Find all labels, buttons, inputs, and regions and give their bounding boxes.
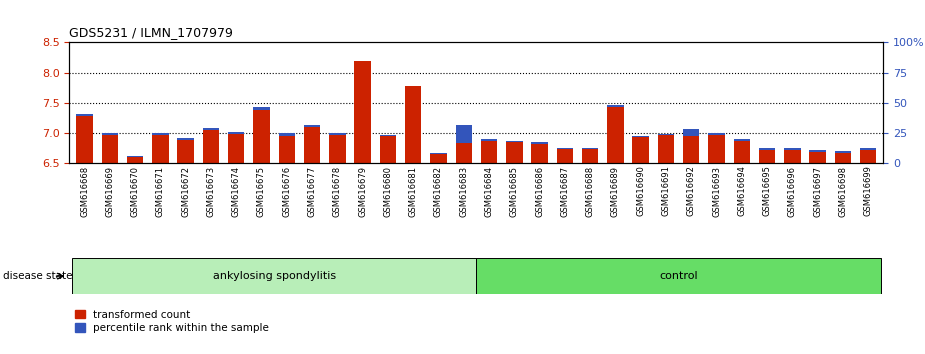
Bar — [354, 61, 371, 163]
Bar — [506, 141, 523, 142]
Bar — [127, 156, 143, 157]
Bar — [77, 114, 92, 116]
Bar — [455, 143, 472, 163]
Bar — [430, 153, 447, 154]
Bar — [455, 125, 472, 143]
Bar — [379, 136, 396, 163]
Text: control: control — [660, 271, 698, 281]
Bar — [557, 148, 574, 149]
Bar — [582, 148, 598, 149]
Bar — [102, 133, 118, 135]
Bar — [303, 127, 320, 163]
Bar — [531, 142, 548, 144]
Bar — [709, 135, 725, 163]
Legend: transformed count, percentile rank within the sample: transformed count, percentile rank withi… — [75, 310, 269, 333]
Bar — [77, 116, 92, 163]
Bar — [329, 135, 346, 163]
Text: ankylosing spondylitis: ankylosing spondylitis — [213, 271, 336, 281]
Text: disease state: disease state — [3, 271, 72, 281]
Bar — [127, 157, 143, 163]
Bar — [734, 141, 750, 163]
Bar — [203, 128, 219, 130]
Bar — [784, 150, 800, 163]
Bar — [758, 148, 775, 150]
Bar — [784, 148, 800, 150]
Bar — [633, 136, 649, 137]
Bar — [228, 134, 244, 163]
Bar — [153, 133, 168, 135]
Bar — [278, 136, 295, 163]
Bar — [683, 136, 699, 163]
Bar — [658, 134, 674, 135]
Bar — [379, 135, 396, 136]
Bar — [860, 150, 876, 163]
Bar — [476, 258, 881, 294]
Bar — [709, 133, 725, 135]
Bar — [329, 133, 346, 135]
Bar — [582, 149, 598, 163]
Bar — [178, 140, 194, 163]
Bar — [607, 108, 623, 163]
Bar — [633, 137, 649, 163]
Text: GDS5231 / ILMN_1707979: GDS5231 / ILMN_1707979 — [69, 26, 233, 39]
Bar — [102, 135, 118, 163]
Bar — [228, 132, 244, 134]
Bar — [278, 133, 295, 136]
Bar — [658, 135, 674, 163]
Bar — [809, 150, 826, 152]
Bar — [430, 154, 447, 163]
Bar — [683, 129, 699, 136]
Bar — [734, 139, 750, 141]
Bar — [178, 138, 194, 140]
Bar — [303, 125, 320, 127]
Bar — [153, 135, 168, 163]
Bar — [758, 150, 775, 163]
Bar — [253, 110, 270, 163]
Bar — [809, 152, 826, 163]
Bar — [834, 151, 851, 153]
Bar — [253, 108, 270, 110]
Bar — [506, 142, 523, 163]
Bar — [203, 130, 219, 163]
Bar — [834, 153, 851, 163]
Bar — [481, 139, 498, 141]
Bar — [72, 258, 476, 294]
Bar — [481, 141, 498, 163]
Bar — [405, 86, 422, 163]
Bar — [531, 144, 548, 163]
Bar — [557, 149, 574, 163]
Bar — [607, 105, 623, 108]
Bar — [860, 148, 876, 150]
